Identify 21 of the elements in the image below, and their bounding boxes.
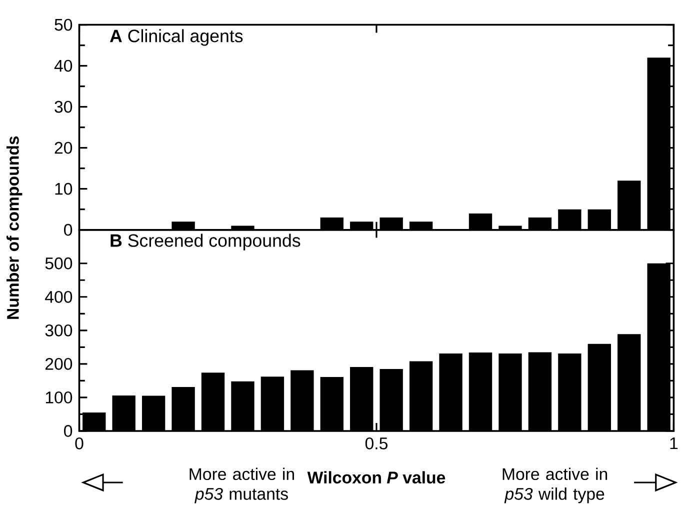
x-axis-title: Wilcoxon P value	[307, 471, 446, 484]
chart-title: B Screened compounds	[110, 234, 300, 250]
chart-title: A Clinical agents	[110, 29, 243, 46]
y-tick-label: 500	[45, 257, 72, 270]
y-tick-label: 50	[54, 18, 72, 31]
y-tick-label: 200	[45, 358, 72, 370]
y-tick-label: 0	[64, 224, 72, 236]
y-tick-label: 40	[54, 60, 72, 72]
x-tick-label: 0.5	[365, 437, 388, 450]
y-tick-label: 300	[45, 324, 72, 336]
y-tick-label: 400	[45, 290, 72, 303]
y-tick-label: 100	[46, 391, 72, 404]
x-tick-label: 1	[670, 437, 678, 449]
x-tick-label: 0	[75, 437, 84, 450]
text: More active in p53 wild type	[502, 468, 608, 504]
text: More active in p53 mutants	[190, 468, 294, 504]
y-axis-title: Number of compounds	[6, 136, 22, 319]
y-tick-label: 30	[54, 100, 72, 113]
y-tick-label: 0	[64, 424, 72, 437]
y-tick-label: 20	[54, 142, 72, 154]
y-tick-label: 10	[55, 182, 72, 195]
